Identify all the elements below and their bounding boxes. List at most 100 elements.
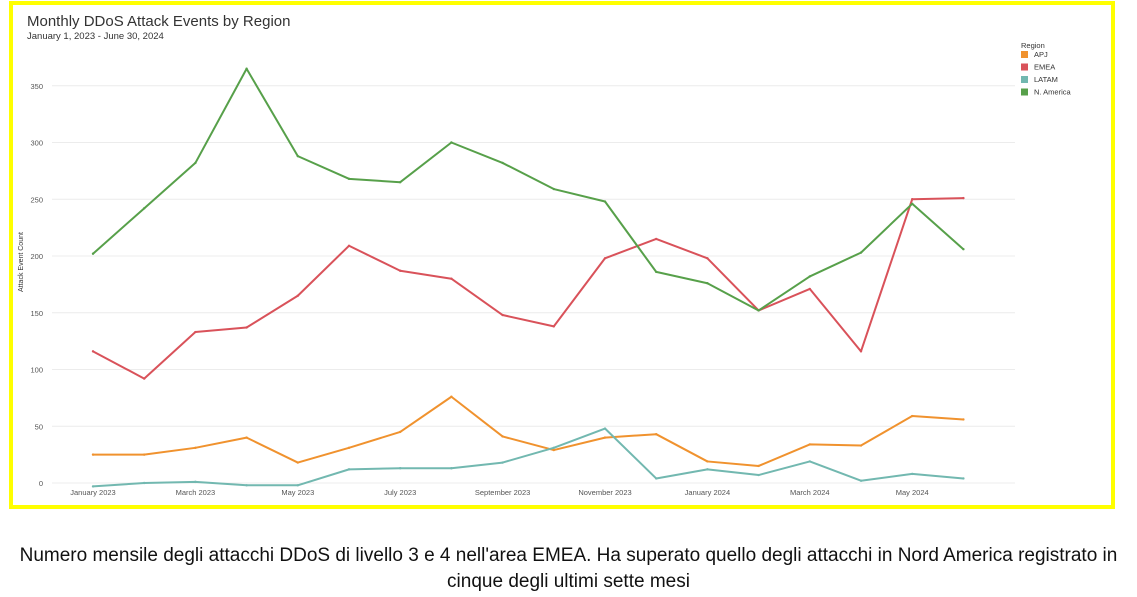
data-point-apj (245, 436, 248, 439)
data-point-latam (655, 477, 658, 480)
data-point-n-america (859, 251, 863, 254)
data-point-emea (603, 257, 607, 260)
legend-label: APJ (1034, 50, 1048, 59)
data-point-apj (194, 446, 197, 450)
data-point-apj (91, 453, 95, 456)
data-point-latam (194, 480, 197, 484)
data-point-emea (808, 287, 811, 291)
data-point-n-america (399, 181, 402, 184)
data-point-apj (347, 446, 351, 450)
data-point-latam (911, 472, 914, 476)
data-point-apj (296, 461, 299, 464)
data-point-n-america (245, 67, 248, 70)
data-point-latam (296, 484, 299, 487)
data-point-latam (501, 461, 504, 464)
legend-swatch (1021, 63, 1028, 71)
legend-label: LATAM (1034, 75, 1058, 84)
data-point-emea (962, 196, 965, 200)
x-axis-ticks: January 2023 March 2023 May 2023 July 2023 S… (70, 488, 928, 497)
y-tick-label: 0 (39, 479, 43, 488)
data-point-latam (91, 485, 95, 488)
data-point-emea (450, 277, 453, 280)
data-point-n-america (911, 202, 914, 205)
data-point-latam (757, 473, 760, 477)
data-point-apj (143, 453, 146, 456)
legend-item-emea[interactable]: EMEA (1021, 63, 1055, 72)
data-point-apj (655, 432, 658, 436)
data-point-emea (347, 244, 351, 247)
data-point-n-america (450, 141, 453, 144)
legend-item-apj[interactable]: APJ (1021, 50, 1048, 59)
data-point-emea (194, 330, 197, 334)
series-line-latam (92, 427, 964, 488)
data-point-emea (296, 294, 299, 297)
legend-swatch (1021, 76, 1028, 83)
data-point-apj (808, 443, 811, 446)
legend-label: EMEA (1034, 63, 1055, 72)
x-tick-label: November 2023 (578, 488, 631, 497)
y-tick-label: 300 (30, 139, 43, 148)
legend-swatch (1021, 51, 1028, 58)
data-point-n-america (194, 161, 197, 165)
x-tick-label: January 2024 (685, 488, 730, 497)
data-point-n-america (603, 200, 607, 203)
data-point-emea (143, 377, 146, 380)
legend-label: N. America (1034, 88, 1072, 97)
data-point-apj (911, 414, 914, 418)
y-tick-label: 200 (30, 252, 43, 261)
data-point-apj (603, 436, 607, 439)
data-point-n-america (655, 270, 658, 274)
grid-lines (52, 85, 1015, 484)
data-point-emea (859, 350, 863, 353)
x-tick-label: May 2023 (281, 488, 314, 497)
data-point-emea (706, 257, 709, 260)
data-point-n-america (347, 177, 351, 181)
data-point-latam (347, 468, 351, 471)
legend-swatch (1021, 88, 1028, 96)
y-axis-label: Attack Event Count (18, 232, 25, 292)
data-point-latam (808, 460, 811, 463)
data-point-emea (501, 313, 504, 317)
data-point-n-america (501, 161, 504, 165)
y-tick-label: 250 (30, 195, 43, 204)
data-point-latam (450, 467, 453, 470)
data-point-emea (552, 325, 555, 328)
data-point-latam (706, 468, 709, 471)
line-chart: 0 50 100 150 200 250 300 350 January 2023 March … (18, 41, 1072, 497)
data-point-n-america (757, 309, 760, 312)
data-point-emea (245, 326, 248, 329)
data-point-emea (399, 269, 402, 272)
series-lines (91, 67, 965, 488)
data-point-n-america (91, 252, 95, 255)
x-tick-label: September 2023 (475, 488, 530, 497)
figure-caption: Numero mensile degli attacchi DDoS di li… (19, 545, 1118, 592)
series-line-apj (93, 395, 964, 467)
chart-subtitle: January 1, 2023 - June 30, 2024 (27, 31, 164, 42)
data-point-apj (552, 448, 555, 452)
data-point-n-america (552, 187, 555, 191)
y-tick-label: 150 (30, 309, 43, 318)
data-point-emea (655, 237, 658, 241)
data-point-apj (962, 418, 965, 421)
data-point-apj (706, 460, 709, 463)
series-line-n-america (92, 67, 965, 312)
x-tick-label: May 2024 (896, 488, 929, 497)
data-point-apj (399, 430, 402, 434)
legend-item-latam[interactable]: LATAM (1021, 75, 1058, 84)
data-point-apj (501, 435, 504, 438)
legend-item-n-america[interactable]: N. America (1021, 88, 1072, 97)
data-point-n-america (706, 282, 709, 285)
x-tick-label: March 2024 (790, 488, 830, 497)
y-tick-label: 50 (35, 422, 43, 431)
y-tick-label: 100 (30, 366, 43, 375)
data-point-latam (143, 481, 146, 485)
data-point-apj (757, 464, 760, 468)
data-point-n-america (296, 154, 299, 158)
data-point-latam (245, 484, 248, 487)
data-point-n-america (143, 207, 146, 210)
legend[interactable]: Region APJ EMEA LATAM N. America (1021, 41, 1072, 97)
series-line-emea (92, 197, 964, 380)
data-point-n-america (962, 247, 965, 251)
data-point-latam (399, 467, 402, 470)
data-point-emea (91, 350, 95, 353)
